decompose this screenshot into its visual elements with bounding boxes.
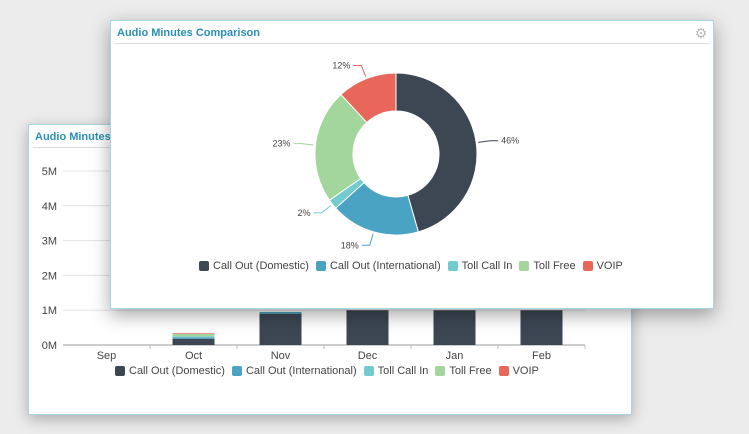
- legend-item-call-out-domestic[interactable]: Call Out (Domestic): [199, 260, 309, 272]
- legend-item-toll-call-in[interactable]: Toll Call In: [363, 365, 429, 377]
- legend-swatch: [519, 261, 530, 271]
- data-label: 46%: [501, 136, 519, 146]
- y-tick-label: 1M: [42, 305, 57, 317]
- data-label: 2%: [297, 208, 310, 218]
- legend-item-voip[interactable]: VOIP: [498, 365, 539, 377]
- bar-segment-call-out-domestic[interactable]: [520, 310, 563, 345]
- legend-label: Call Out (Domestic): [129, 365, 225, 377]
- legend-label: VOIP: [596, 260, 623, 272]
- y-tick-label: 3M: [42, 236, 57, 248]
- bar-segment-call-out-domestic[interactable]: [259, 313, 302, 345]
- data-label: 12%: [332, 61, 350, 71]
- legend-item-toll-call-in[interactable]: Toll Call In: [447, 260, 513, 272]
- legend-item-call-out-international[interactable]: Call Out (International): [315, 260, 441, 272]
- legend-label: Toll Free: [533, 260, 576, 272]
- legend-label: Toll Free: [449, 365, 492, 377]
- data-label-connector: [353, 65, 367, 77]
- x-tick-label: Nov: [271, 350, 291, 362]
- legend-swatch: [115, 366, 125, 376]
- legend-item-voip[interactable]: VOIP: [582, 260, 623, 272]
- panel-title: Audio Minutes Comparison: [117, 27, 260, 39]
- data-label: 23%: [273, 139, 291, 149]
- legend-swatch: [498, 366, 509, 376]
- legend-item-call-out-domestic[interactable]: Call Out (Domestic): [115, 365, 225, 377]
- bar-segment-toll-free[interactable]: [172, 333, 215, 337]
- donut-chart-legend: Call Out (Domestic) Call Out (Internation…: [199, 260, 630, 272]
- legend-item-toll-free[interactable]: Toll Free: [435, 365, 492, 377]
- legend-label: Toll Call In: [377, 365, 429, 377]
- x-tick-label: Feb: [532, 350, 551, 362]
- data-label-connector: [361, 233, 374, 246]
- bar-segment-toll-call-in[interactable]: [172, 336, 215, 338]
- gear-icon[interactable]: ⚙: [694, 25, 708, 41]
- donut-chart: 46% 18% 2% 23% 12%: [273, 61, 520, 251]
- y-tick-label: 4M: [42, 201, 57, 213]
- audio-minutes-comparison-panel: Audio Minutes Comparison ⚙ 46% 18% 2% 23% 12…: [110, 20, 714, 309]
- x-tick-label: Sep: [97, 350, 117, 362]
- title-divider: [115, 43, 709, 44]
- x-tick-label: Dec: [358, 350, 378, 362]
- legend-swatch: [435, 366, 446, 376]
- legend-label: Call Out (Domestic): [213, 260, 309, 272]
- legend-label: Toll Call In: [461, 260, 513, 272]
- legend-swatch: [363, 366, 374, 376]
- legend-label: Call Out (International): [329, 260, 441, 272]
- legend-swatch: [447, 261, 458, 271]
- bar-segment-call-out-domestic[interactable]: [346, 310, 389, 345]
- data-label-connector: [313, 205, 332, 214]
- bar-chart-legend: Call Out (Domestic) Call Out (Internation…: [115, 365, 546, 377]
- legend-swatch: [315, 261, 326, 271]
- bar-segment-call-out-domestic[interactable]: [433, 310, 476, 345]
- legend-item-call-out-international[interactable]: Call Out (International): [231, 365, 357, 377]
- x-tick-label: Oct: [185, 350, 202, 362]
- legend-swatch: [582, 261, 593, 271]
- bar-segment-voip[interactable]: [172, 333, 215, 334]
- y-tick-label: 5M: [42, 166, 57, 178]
- panel-title: Audio Minutes Tr: [35, 131, 125, 143]
- bar-segment-call-out-international[interactable]: [259, 311, 302, 314]
- donut-slice-voip[interactable]: [340, 72, 397, 124]
- data-label-connector: [478, 140, 499, 143]
- y-tick-label: 2M: [42, 270, 57, 282]
- x-tick-label: Jan: [446, 350, 464, 362]
- legend-label: Call Out (International): [245, 365, 357, 377]
- donut-slice-call-out-domestic[interactable]: [395, 72, 478, 233]
- y-tick-label: 0M: [42, 340, 57, 352]
- legend-swatch: [199, 261, 209, 271]
- legend-swatch: [231, 366, 242, 376]
- data-label-connector: [293, 143, 314, 146]
- bar-segment-call-out-domestic[interactable]: [172, 338, 215, 345]
- data-label: 18%: [341, 240, 359, 250]
- legend-item-toll-free[interactable]: Toll Free: [519, 260, 576, 272]
- bar-segment-call-out-international[interactable]: [172, 337, 215, 339]
- legend-label: VOIP: [512, 365, 539, 377]
